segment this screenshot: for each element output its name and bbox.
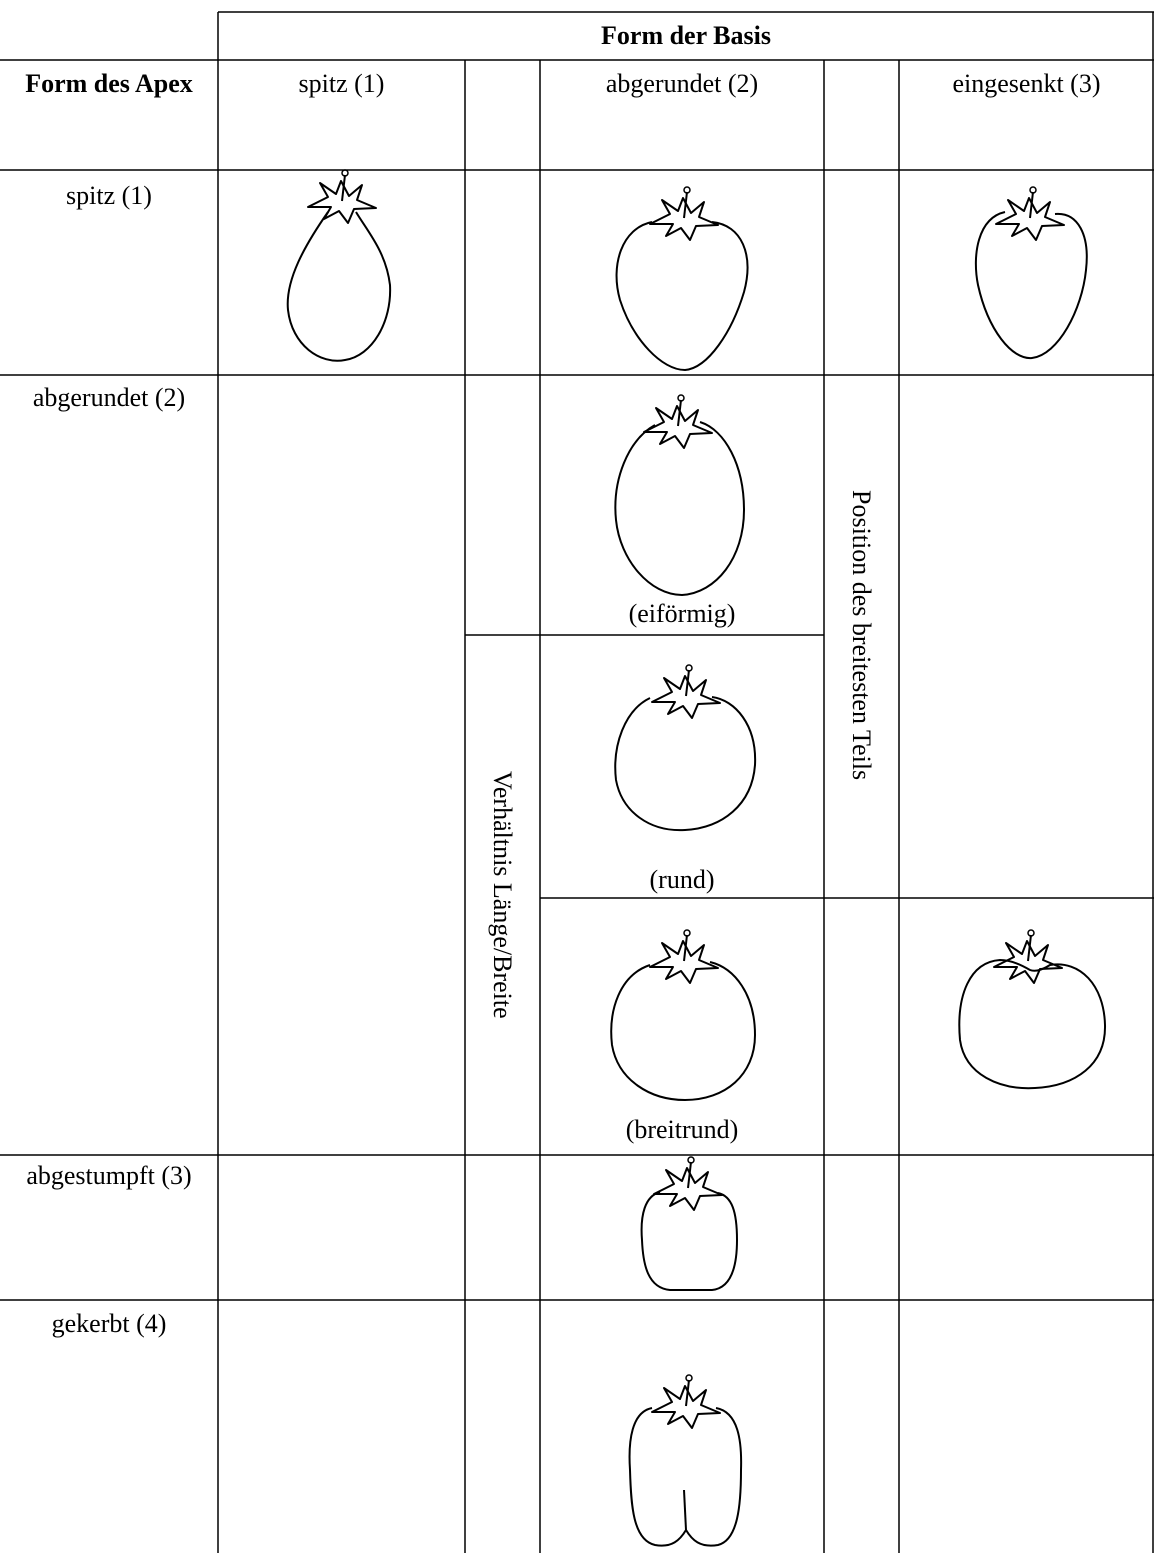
column-label: eingesenkt (3) [952, 69, 1101, 98]
row-label: abgerundet (2) [32, 383, 186, 412]
row-label: spitz (1) [66, 181, 152, 210]
ratio-axis-label: Verhältnis Länge/Breite [488, 771, 517, 1019]
grid [0, 11, 1154, 1553]
row-label: abgestumpft (3) [26, 1161, 192, 1190]
fruit-spitz-spitz [286, 169, 392, 362]
fruit-breitrund [610, 929, 756, 1101]
row-label: gekerbt (4) [51, 1309, 167, 1338]
position-axis-label: Position des breitesten Teils [847, 489, 876, 781]
header-title: Form der Basis [601, 21, 771, 50]
shape-label: (breitrund) [625, 1115, 739, 1144]
fruit-rund [614, 664, 757, 832]
fruit-abgestumpft [640, 1156, 738, 1291]
fruit-gekerbt [628, 1374, 743, 1547]
fruit-eingesenkt-breitrund [958, 929, 1107, 1090]
shape-label: (eiförmig) [628, 599, 736, 628]
fruit-eifoermig [614, 394, 745, 596]
shape-label: (rund) [649, 865, 715, 894]
fruit-eingesenkt-spitz [974, 186, 1088, 360]
fruit-abgerundet-spitz [615, 186, 749, 371]
column-label: spitz (1) [298, 69, 385, 98]
row-header: Form des Apex [25, 69, 193, 98]
column-label: abgerundet (2) [605, 69, 759, 98]
